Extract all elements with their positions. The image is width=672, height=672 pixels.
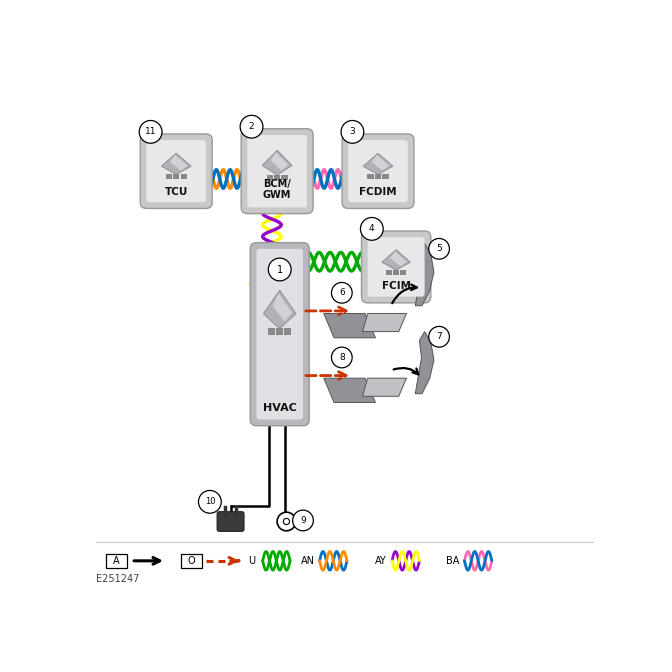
FancyBboxPatch shape: [241, 129, 313, 214]
Bar: [181, 174, 187, 179]
Text: BCM/
GWM: BCM/ GWM: [263, 179, 292, 200]
Polygon shape: [170, 155, 187, 171]
Text: 11: 11: [145, 128, 157, 136]
FancyBboxPatch shape: [257, 249, 303, 419]
Text: 4: 4: [369, 224, 374, 233]
FancyBboxPatch shape: [140, 134, 212, 208]
Polygon shape: [382, 250, 411, 270]
Text: A: A: [114, 556, 120, 566]
Polygon shape: [372, 155, 389, 171]
Bar: [268, 329, 276, 335]
Circle shape: [331, 347, 352, 368]
Polygon shape: [324, 313, 376, 338]
FancyBboxPatch shape: [250, 243, 309, 426]
Polygon shape: [362, 378, 407, 396]
Polygon shape: [161, 153, 191, 175]
Text: HVAC: HVAC: [263, 403, 296, 413]
Circle shape: [360, 218, 383, 241]
Text: 3: 3: [349, 128, 355, 136]
Bar: [368, 174, 374, 179]
Text: AY: AY: [375, 556, 386, 566]
Bar: [386, 269, 392, 275]
Polygon shape: [415, 331, 434, 394]
Text: AN: AN: [301, 556, 315, 566]
Polygon shape: [263, 290, 296, 329]
Bar: [274, 175, 280, 180]
Circle shape: [240, 116, 263, 138]
Polygon shape: [273, 293, 292, 321]
Circle shape: [341, 120, 364, 143]
Text: 1: 1: [277, 265, 283, 274]
Text: E251247: E251247: [96, 574, 139, 583]
Bar: [267, 175, 273, 180]
Circle shape: [429, 327, 450, 347]
Circle shape: [284, 518, 290, 525]
Circle shape: [293, 510, 313, 531]
Bar: [375, 174, 381, 179]
FancyBboxPatch shape: [106, 554, 127, 568]
Circle shape: [331, 282, 352, 303]
Polygon shape: [262, 151, 292, 175]
Text: FCDIM: FCDIM: [360, 187, 397, 197]
Text: 8: 8: [339, 353, 345, 362]
Text: 2: 2: [249, 122, 254, 131]
Text: 5: 5: [436, 245, 442, 253]
Circle shape: [429, 239, 450, 259]
Polygon shape: [271, 152, 288, 170]
Polygon shape: [415, 244, 434, 306]
Circle shape: [268, 258, 291, 281]
Bar: [393, 269, 399, 275]
Circle shape: [198, 491, 221, 513]
Bar: [282, 175, 288, 180]
FancyBboxPatch shape: [342, 134, 414, 208]
FancyBboxPatch shape: [348, 140, 408, 202]
Text: 10: 10: [204, 497, 215, 506]
FancyBboxPatch shape: [362, 231, 431, 303]
FancyBboxPatch shape: [146, 140, 206, 202]
Polygon shape: [362, 313, 407, 331]
Polygon shape: [363, 153, 393, 175]
Bar: [284, 329, 292, 335]
Text: 7: 7: [436, 332, 442, 341]
Text: 6: 6: [339, 288, 345, 297]
Text: BA: BA: [446, 556, 460, 566]
Bar: [400, 269, 407, 275]
Text: FCIM: FCIM: [382, 282, 411, 292]
Text: TCU: TCU: [165, 187, 188, 197]
Bar: [382, 174, 388, 179]
Bar: [166, 174, 172, 179]
Bar: [276, 329, 284, 335]
Bar: [173, 174, 179, 179]
FancyBboxPatch shape: [217, 511, 244, 532]
FancyBboxPatch shape: [181, 554, 202, 568]
Circle shape: [139, 120, 162, 143]
Text: U: U: [248, 556, 255, 566]
Polygon shape: [390, 251, 407, 266]
FancyBboxPatch shape: [247, 135, 307, 208]
Circle shape: [277, 512, 296, 531]
Text: O: O: [188, 556, 196, 566]
FancyBboxPatch shape: [368, 237, 425, 296]
Text: 9: 9: [300, 516, 306, 525]
Polygon shape: [324, 378, 376, 403]
